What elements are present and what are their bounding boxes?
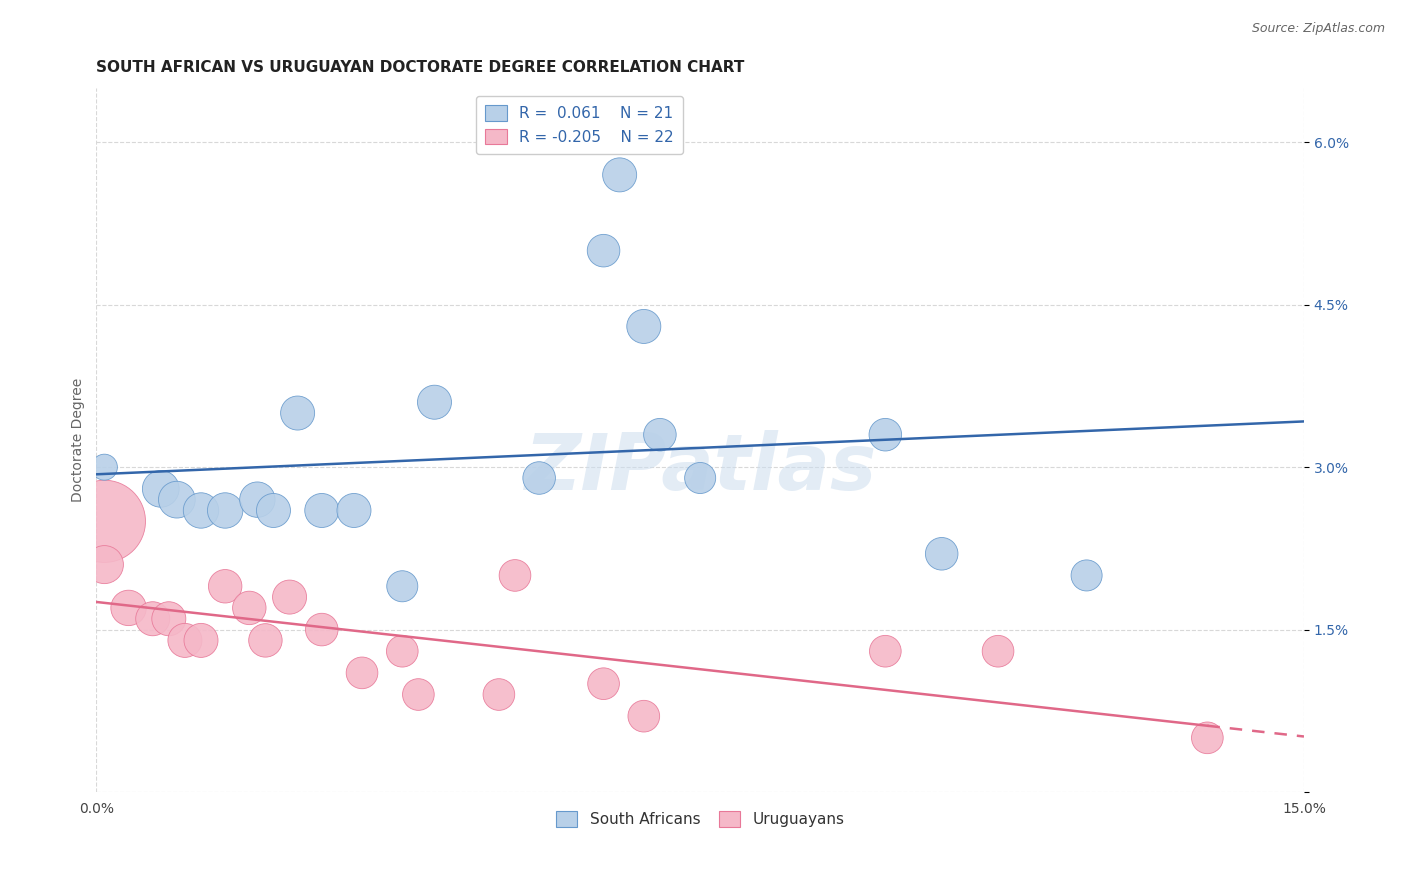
Point xyxy=(391,579,413,593)
Point xyxy=(343,503,366,517)
Point xyxy=(987,644,1010,658)
Point xyxy=(238,601,260,615)
Point xyxy=(311,623,333,637)
Point xyxy=(263,503,285,517)
Point xyxy=(423,395,446,409)
Text: Source: ZipAtlas.com: Source: ZipAtlas.com xyxy=(1251,22,1385,36)
Point xyxy=(391,644,413,658)
Point xyxy=(350,665,373,680)
Point xyxy=(592,244,614,258)
Text: SOUTH AFRICAN VS URUGUAYAN DOCTORATE DEGREE CORRELATION CHART: SOUTH AFRICAN VS URUGUAYAN DOCTORATE DEG… xyxy=(97,60,745,75)
Point xyxy=(93,460,115,475)
Point xyxy=(633,319,655,334)
Point xyxy=(254,633,277,648)
Point xyxy=(648,427,671,442)
Point xyxy=(1197,731,1219,745)
Legend: South Africans, Uruguayans: South Africans, Uruguayans xyxy=(550,805,851,834)
Point xyxy=(149,482,172,496)
Point xyxy=(93,514,115,528)
Point xyxy=(488,688,510,702)
Point xyxy=(408,688,430,702)
Point xyxy=(287,406,309,420)
Point xyxy=(503,568,526,582)
Point xyxy=(174,633,197,648)
Text: ZIPatlas: ZIPatlas xyxy=(524,430,876,507)
Point xyxy=(246,492,269,507)
Point xyxy=(689,471,711,485)
Point xyxy=(117,601,139,615)
Point xyxy=(93,558,115,572)
Point xyxy=(875,427,897,442)
Point xyxy=(214,503,236,517)
Point xyxy=(278,590,301,604)
Point xyxy=(214,579,236,593)
Point xyxy=(609,168,631,182)
Point xyxy=(592,676,614,690)
Point xyxy=(157,612,180,626)
Point xyxy=(875,644,897,658)
Point xyxy=(931,547,953,561)
Point xyxy=(142,612,165,626)
Point xyxy=(527,471,550,485)
Point xyxy=(190,503,212,517)
Point xyxy=(190,633,212,648)
Y-axis label: Doctorate Degree: Doctorate Degree xyxy=(72,378,86,502)
Point xyxy=(1076,568,1098,582)
Point xyxy=(633,709,655,723)
Point xyxy=(166,492,188,507)
Point xyxy=(311,503,333,517)
